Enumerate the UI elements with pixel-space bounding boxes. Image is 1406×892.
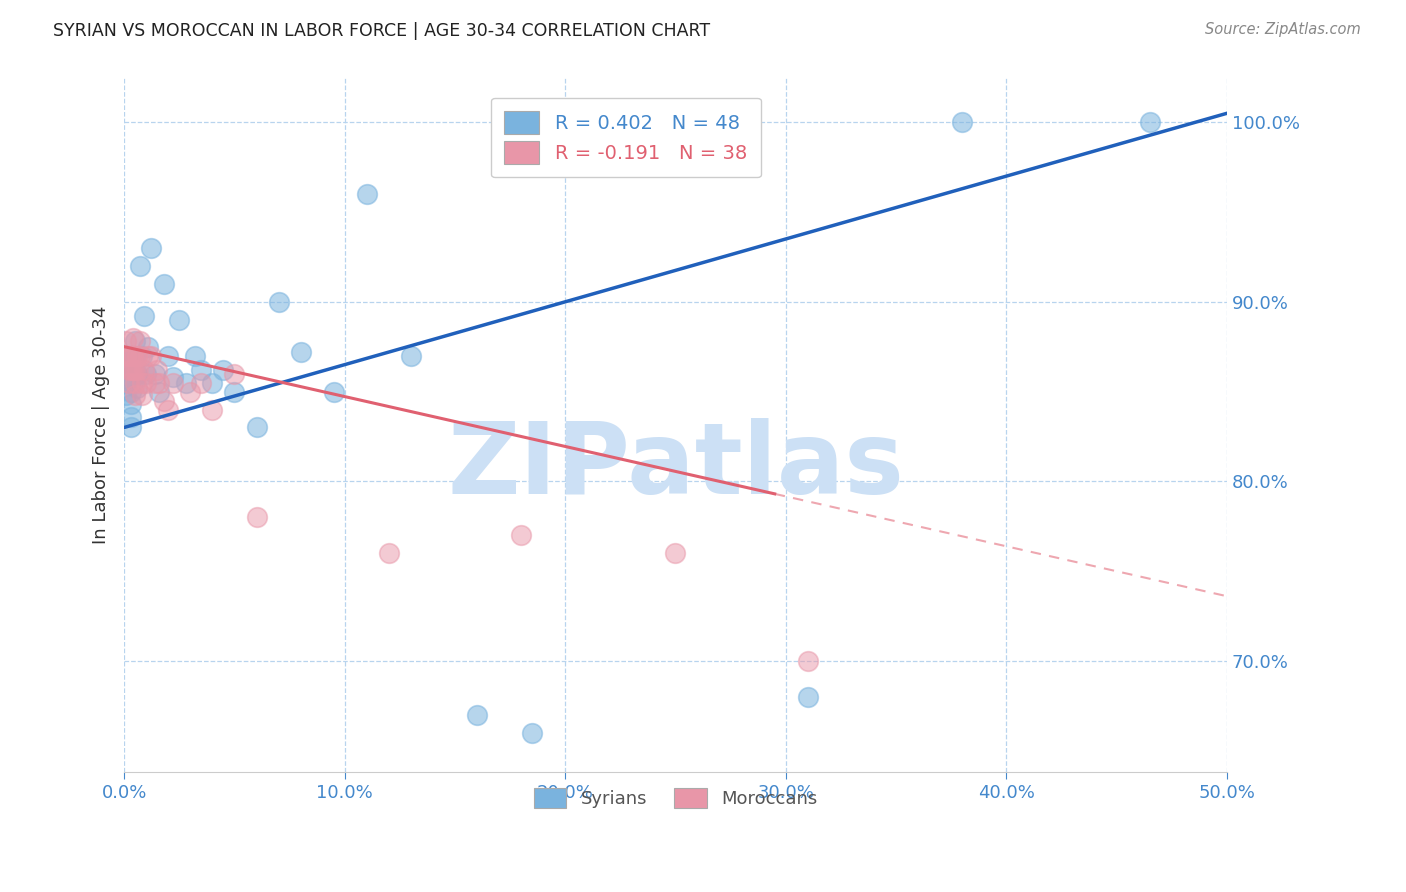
Syrians xyxy=(1139,115,1161,129)
Syrians xyxy=(120,374,142,388)
Syrians xyxy=(117,349,139,363)
Syrians xyxy=(131,349,153,363)
Syrians xyxy=(267,294,290,309)
Moroccans xyxy=(120,363,142,377)
Syrians xyxy=(399,349,422,363)
Syrians xyxy=(162,370,184,384)
Syrians xyxy=(127,381,149,395)
Moroccans xyxy=(115,334,138,349)
Syrians xyxy=(128,259,150,273)
Syrians xyxy=(122,363,145,377)
Syrians xyxy=(212,363,235,377)
Moroccans xyxy=(124,363,146,377)
Syrians xyxy=(554,115,576,129)
Moroccans xyxy=(378,546,401,560)
Syrians xyxy=(138,340,160,354)
Moroccans xyxy=(127,363,149,377)
Syrians xyxy=(950,115,973,129)
Syrians xyxy=(122,349,145,363)
Syrians xyxy=(184,349,207,363)
Moroccans xyxy=(664,546,686,560)
Moroccans xyxy=(122,363,145,377)
Moroccans xyxy=(157,402,180,417)
Moroccans xyxy=(122,349,145,363)
Moroccans xyxy=(179,384,201,399)
Syrians xyxy=(157,349,180,363)
Syrians xyxy=(132,309,155,323)
Moroccans xyxy=(128,349,150,363)
Syrians xyxy=(115,376,138,390)
Moroccans xyxy=(139,349,162,363)
Syrians xyxy=(120,384,142,399)
Syrians xyxy=(174,376,197,390)
Syrians xyxy=(245,420,267,434)
Syrians xyxy=(124,334,146,349)
Syrians xyxy=(224,384,246,399)
Syrians xyxy=(520,725,543,739)
Syrians xyxy=(797,690,820,704)
Moroccans xyxy=(131,376,153,390)
Moroccans xyxy=(510,528,533,542)
Moroccans xyxy=(128,334,150,349)
Syrians xyxy=(124,363,146,377)
Text: ZIPatlas: ZIPatlas xyxy=(447,418,904,515)
Moroccans xyxy=(124,376,146,390)
Syrians xyxy=(169,312,191,326)
Syrians xyxy=(120,420,142,434)
Syrians xyxy=(143,367,166,381)
Moroccans xyxy=(146,363,169,377)
Moroccans xyxy=(135,376,157,390)
Syrians xyxy=(139,241,162,255)
Moroccans xyxy=(122,331,145,345)
Moroccans xyxy=(153,393,176,408)
Moroccans xyxy=(127,349,149,363)
Syrians xyxy=(290,345,312,359)
Syrians xyxy=(135,367,157,381)
Syrians xyxy=(322,384,344,399)
Syrians xyxy=(465,707,488,722)
Moroccans xyxy=(117,349,139,363)
Text: SYRIAN VS MOROCCAN IN LABOR FORCE | AGE 30-34 CORRELATION CHART: SYRIAN VS MOROCCAN IN LABOR FORCE | AGE … xyxy=(53,22,710,40)
Moroccans xyxy=(132,363,155,377)
Syrians xyxy=(190,363,212,377)
Syrians xyxy=(120,409,142,424)
Syrians xyxy=(117,363,139,377)
Moroccans xyxy=(117,376,139,390)
Moroccans xyxy=(124,388,146,402)
Moroccans xyxy=(245,510,267,524)
Syrians xyxy=(117,370,139,384)
Syrians xyxy=(120,397,142,411)
Moroccans xyxy=(143,376,166,390)
Moroccans xyxy=(115,349,138,363)
Moroccans xyxy=(797,654,820,668)
Legend: Syrians, Moroccans: Syrians, Moroccans xyxy=(526,780,824,815)
Moroccans xyxy=(190,376,212,390)
Syrians xyxy=(356,187,378,202)
Syrians xyxy=(124,349,146,363)
Y-axis label: In Labor Force | Age 30-34: In Labor Force | Age 30-34 xyxy=(93,306,110,544)
Moroccans xyxy=(162,376,184,390)
Text: Source: ZipAtlas.com: Source: ZipAtlas.com xyxy=(1205,22,1361,37)
Moroccans xyxy=(120,349,142,363)
Syrians xyxy=(122,376,145,390)
Moroccans xyxy=(131,388,153,402)
Moroccans xyxy=(117,363,139,377)
Moroccans xyxy=(148,376,170,390)
Moroccans xyxy=(138,349,160,363)
Syrians xyxy=(201,376,224,390)
Syrians xyxy=(148,384,170,399)
Syrians xyxy=(127,367,149,381)
Moroccans xyxy=(201,402,224,417)
Moroccans xyxy=(224,367,246,381)
Syrians xyxy=(115,388,138,402)
Syrians xyxy=(153,277,176,291)
